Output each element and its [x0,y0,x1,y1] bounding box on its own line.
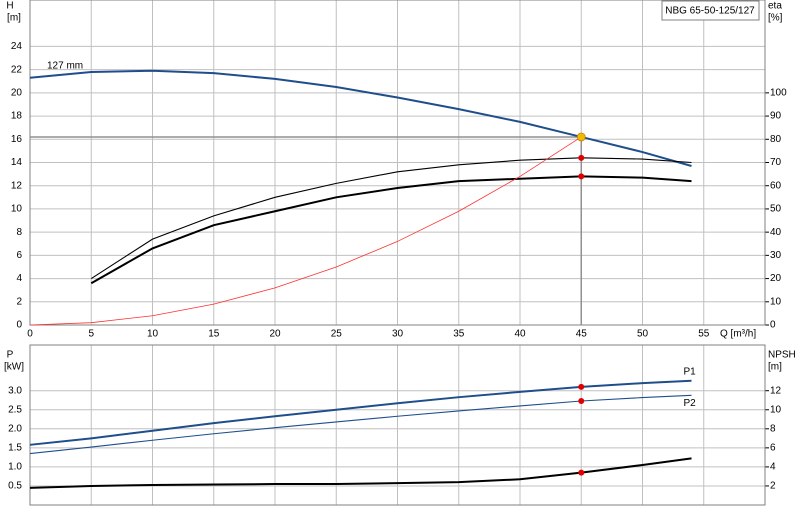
y-tick-label: 10 [11,204,23,215]
operating-point [578,173,585,180]
y-axis-label: H [6,1,13,12]
series-label: 127 mm [47,60,83,71]
y-tick-label: 20 [11,87,23,98]
x-tick-label: 5 [88,329,94,340]
curve [29,69,692,167]
y2-tick-label: 10 [770,404,782,415]
y2-tick-label: 70 [770,157,782,168]
x-tick-label: 30 [392,329,404,340]
chart-title: NBG 65-50-125/127 [665,6,755,17]
y-tick-label: 12 [11,180,23,191]
plot-frame [29,344,766,506]
x-tick-label: 45 [576,329,588,340]
x-axis-label: Q [m³/h] [720,329,756,340]
y-tick-label: 0.5 [8,481,22,492]
curve [90,175,692,285]
y2-tick-label: 60 [770,180,782,191]
x-tick-label: 10 [147,329,159,340]
y2-axis-label: NPSH [768,350,796,361]
y2-tick-label: 12 [770,385,782,396]
y2-tick-label: 80 [770,134,782,145]
x-tick-label: 20 [269,329,281,340]
y2-axis-unit: [%] [768,13,783,24]
y2-tick-label: 2 [770,481,776,492]
y-tick-label: 1.0 [8,462,22,473]
y-tick-label: 6 [16,250,22,261]
plot-frame [29,0,766,326]
x-tick-label: 15 [208,329,220,340]
y2-tick-label: 10 [770,296,782,307]
y-axis-label: P [7,350,14,361]
title-box [661,0,760,21]
curve [29,379,692,446]
y-tick-label: 14 [11,157,23,168]
curve [29,136,582,326]
y2-tick-label: 50 [770,204,782,215]
x-tick-label: 25 [331,329,343,340]
curve [29,457,692,489]
series-label: P2 [684,398,697,409]
y-axis-unit: [kW] [4,362,24,373]
y2-tick-label: 0 [770,320,776,331]
y-tick-label: 18 [11,111,23,122]
y-tick-label: 8 [16,227,22,238]
y2-tick-label: 20 [770,273,782,284]
y2-tick-label: 6 [770,442,776,453]
x-tick-label: 50 [637,329,649,340]
y-tick-label: 0 [16,320,22,331]
operating-point [578,383,585,390]
y-tick-label: 1.5 [8,442,22,453]
curve [90,157,692,280]
x-tick-label: 40 [514,329,526,340]
y2-tick-label: 90 [770,111,782,122]
x-tick-label: 55 [698,329,710,340]
y-tick-label: 2.0 [8,423,22,434]
y-tick-label: 4 [16,273,22,284]
y2-axis-label: eta [768,1,782,12]
curve [29,394,692,455]
y-tick-label: 16 [11,134,23,145]
series-label: P1 [684,366,697,377]
operating-point [578,154,585,161]
x-tick-label: 0 [27,329,33,340]
y-tick-label: 22 [11,64,23,75]
y2-tick-label: 40 [770,227,782,238]
y2-tick-label: 8 [770,423,776,434]
y-axis-unit: [m] [7,13,21,24]
operating-point [576,132,586,142]
y-tick-label: 2.5 [8,404,22,415]
y-tick-label: 2 [16,296,22,307]
y-tick-label: 24 [11,41,23,52]
operating-point [578,469,585,476]
operating-point [578,398,585,404]
y2-axis-unit: [m] [768,362,782,373]
y2-tick-label: 100 [770,87,787,98]
y2-tick-label: 30 [770,250,782,261]
y2-tick-label: 4 [770,462,776,473]
y-tick-label: 3.0 [8,385,22,396]
x-tick-label: 35 [453,329,465,340]
